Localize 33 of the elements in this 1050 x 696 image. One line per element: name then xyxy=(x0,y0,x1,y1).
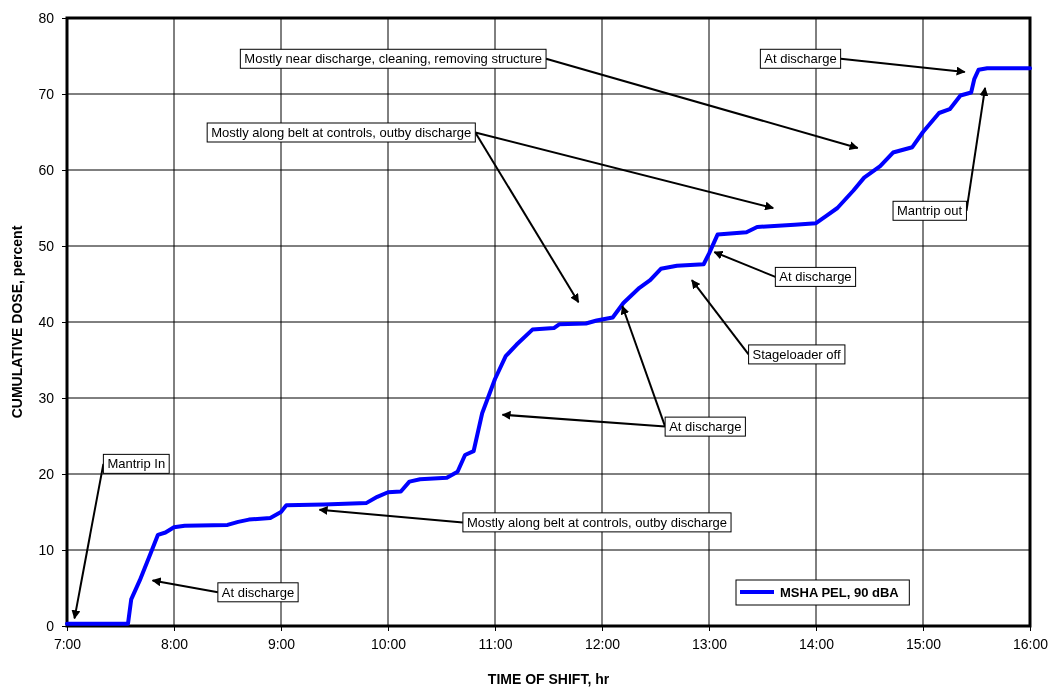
x-tick-label: 12:00 xyxy=(584,635,621,652)
x-tick-label: 8:00 xyxy=(160,635,189,652)
x-tick-label: 11:00 xyxy=(478,635,513,652)
y-tick-label: 80 xyxy=(38,9,55,26)
y-tick-label: 70 xyxy=(38,85,55,102)
annotation: At discharge xyxy=(221,584,295,600)
legend-label: MSHA PEL, 90 dBA xyxy=(780,585,900,600)
x-tick-label: 13:00 xyxy=(691,635,728,652)
line-series xyxy=(65,66,1032,626)
y-axis-title: CUMULATIVE DOSE, percent xyxy=(9,225,25,419)
y-tick-label: 0 xyxy=(46,617,55,634)
y-tick-label: 30 xyxy=(38,389,55,406)
x-tick-label: 7:00 xyxy=(53,635,82,652)
annotation: Mostly near discharge, cleaning, removing structure xyxy=(244,51,543,67)
annotation: Mantrip out xyxy=(897,203,963,219)
x-tick-label: 16:00 xyxy=(1012,635,1049,652)
x-tick-label: 9:00 xyxy=(267,635,296,652)
annotation: Mantrip In xyxy=(107,456,166,472)
y-tick-label: 60 xyxy=(38,161,55,178)
x-tick-label: 14:00 xyxy=(798,635,835,652)
y-tick-label: 10 xyxy=(38,541,55,558)
x-tick-label: 10:00 xyxy=(370,635,407,652)
annotation: At discharge xyxy=(779,269,852,285)
annotation: Mostly along belt at controls, outby discharge xyxy=(466,514,728,530)
x-axis-title: TIME OF SHIFT, hr xyxy=(487,671,610,687)
annotation: Stageloader off xyxy=(752,346,841,362)
y-tick-label: 20 xyxy=(38,465,55,482)
y-tick-label: 50 xyxy=(38,237,55,254)
annotation: At discharge xyxy=(764,51,837,67)
x-tick-label: 15:00 xyxy=(905,635,942,652)
annotation: At discharge xyxy=(669,419,742,435)
annotation: Mostly along belt at controls, outby discharge xyxy=(211,125,472,140)
y-tick-label: 40 xyxy=(38,313,55,330)
